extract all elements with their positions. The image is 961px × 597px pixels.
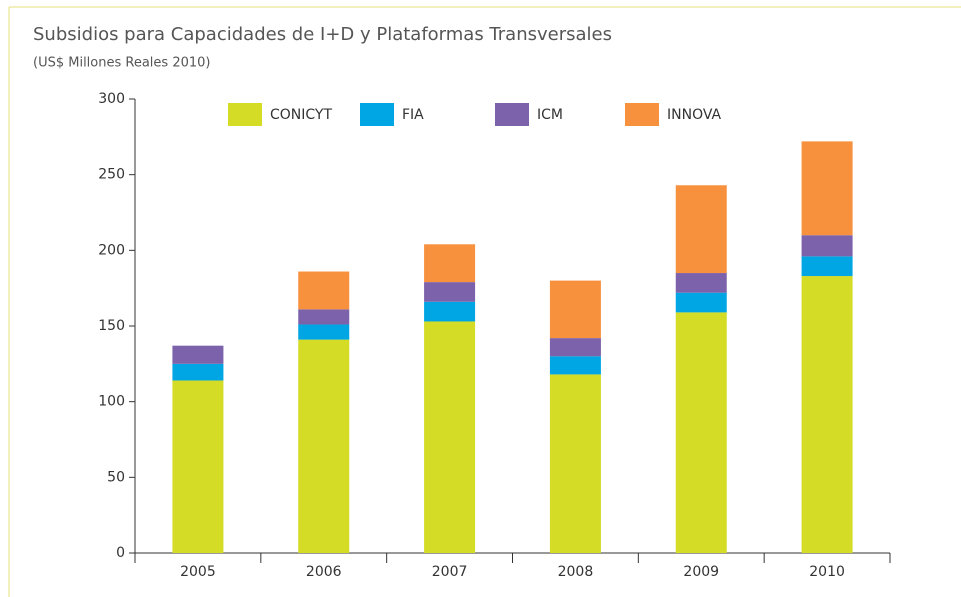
legend-label: CONICYT [270, 107, 332, 123]
bar-segment [675, 312, 727, 553]
bar-segment [801, 141, 853, 236]
x-tick-label: 2008 [558, 564, 594, 580]
bar-segment [549, 356, 601, 375]
bar-segment [549, 338, 601, 357]
y-tick-label: 0 [116, 545, 125, 561]
legend-label: FIA [402, 107, 424, 123]
y-tick-label: 200 [98, 242, 125, 258]
bar-segment [172, 363, 224, 381]
bar-segment [675, 185, 727, 274]
legend-swatch [625, 103, 659, 126]
bar-segment [801, 235, 853, 257]
legend-swatch [360, 103, 394, 126]
x-tick-label: 2009 [683, 564, 719, 580]
legend-label: ICM [537, 107, 563, 123]
x-tick-label: 2006 [306, 564, 342, 580]
bar-segment [424, 244, 476, 283]
legend-swatch [495, 103, 529, 126]
bar-segment [424, 321, 476, 553]
bar-segment [424, 301, 476, 322]
bar-segment [675, 292, 727, 313]
x-tick-label: 2005 [180, 564, 216, 580]
bar-segment [801, 276, 853, 553]
bar-segment [298, 309, 350, 325]
bar-segment [549, 280, 601, 339]
bar-segment [298, 271, 350, 310]
y-tick-label: 50 [107, 469, 125, 485]
y-tick-label: 250 [98, 167, 125, 183]
bar-segment [172, 380, 224, 553]
legend-label: INNOVA [667, 107, 722, 123]
legend-swatch [228, 103, 262, 126]
bar-segment [675, 273, 727, 293]
y-tick-label: 150 [98, 318, 125, 334]
y-tick-label: 300 [98, 91, 125, 107]
chart-subtitle: (US$ Millones Reales 2010) [33, 56, 210, 71]
x-tick-label: 2007 [432, 564, 468, 580]
bar-segment [549, 374, 601, 553]
x-tick-label: 2010 [809, 564, 845, 580]
bar-segment [424, 282, 476, 302]
y-tick-label: 100 [98, 394, 125, 410]
bar-segment [172, 345, 224, 364]
chart-title: Subsidios para Capacidades de I+D y Plat… [33, 24, 612, 45]
bar-segment [801, 256, 853, 277]
bar-segment [298, 339, 350, 553]
bar-segment [298, 324, 350, 340]
